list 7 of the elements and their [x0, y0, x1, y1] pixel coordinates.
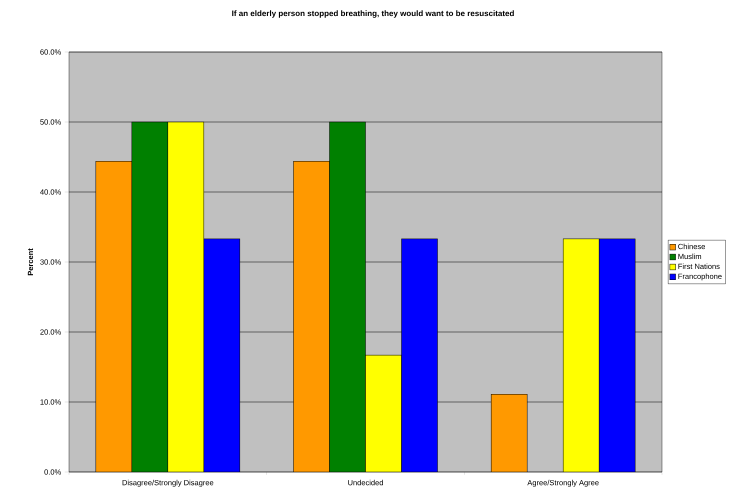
bar	[204, 238, 240, 472]
chart-title: If an elderly person stopped breathing, they would want to be resuscitated	[232, 10, 514, 18]
bar	[401, 238, 438, 472]
bar	[365, 354, 402, 472]
bar	[562, 238, 600, 472]
bar	[598, 238, 636, 472]
bar	[168, 122, 204, 472]
